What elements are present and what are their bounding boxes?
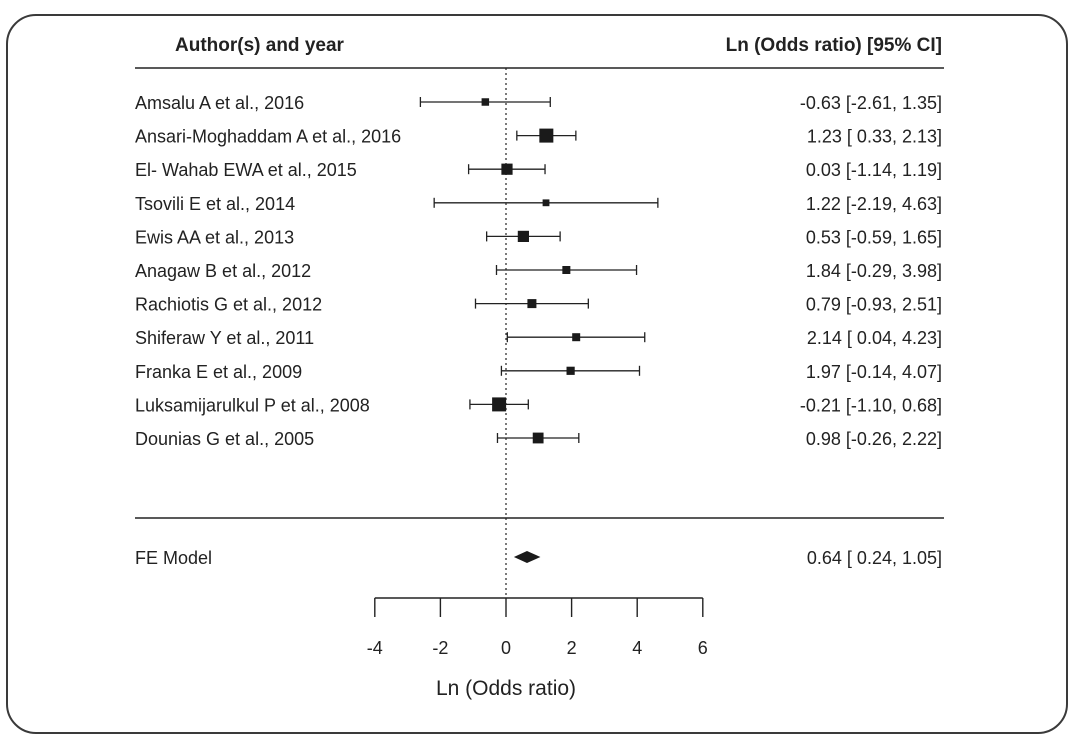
estimate-text: 0.98 [-0.26, 2.22] <box>806 429 942 449</box>
study-label: Anagaw B et al., 2012 <box>135 261 311 281</box>
x-tick-label: 0 <box>501 638 511 658</box>
summary-label: FE Model <box>135 548 212 568</box>
forest-plot: Author(s) and year Ln (Odds ratio) [95% … <box>135 35 944 700</box>
study-label: Ewis AA et al., 2013 <box>135 227 294 247</box>
estimate-text: 2.14 [ 0.04, 4.23] <box>807 328 942 348</box>
x-tick-label: 2 <box>567 638 577 658</box>
study-label: Ansari-Moghaddam A et al., 2016 <box>135 127 401 147</box>
point-estimate <box>527 299 537 309</box>
study-label: Rachiotis G et al., 2012 <box>135 295 322 315</box>
summary-diamond <box>513 551 541 563</box>
header-right: Ln (Odds ratio) [95% CI] <box>726 35 942 56</box>
study-label: Luksamijarulkul P et al., 2008 <box>135 395 370 415</box>
estimate-text: 1.22 [-2.19, 4.63] <box>806 194 942 214</box>
estimate-text: 0.79 [-0.93, 2.51] <box>806 295 942 315</box>
point-estimate <box>562 266 571 274</box>
x-tick-label: -2 <box>432 638 448 658</box>
study-label: Franka E et al., 2009 <box>135 362 302 382</box>
estimate-text: 0.53 [-0.59, 1.65] <box>806 227 942 247</box>
point-estimate <box>517 230 529 242</box>
estimate-text: 1.84 [-0.29, 3.98] <box>806 261 942 281</box>
point-estimate <box>481 98 490 106</box>
study-label: El- Wahab EWA et al., 2015 <box>135 160 357 180</box>
point-estimate <box>539 128 554 143</box>
x-tick-label: 6 <box>698 638 708 658</box>
point-estimate <box>532 432 544 444</box>
point-estimate <box>492 397 507 412</box>
point-estimate <box>542 199 550 207</box>
header-left: Author(s) and year <box>175 35 345 56</box>
x-tick-label: 4 <box>632 638 642 658</box>
point-estimate <box>501 163 513 175</box>
x-tick-label: -4 <box>367 638 383 658</box>
point-estimate <box>572 333 581 342</box>
study-label: Shiferaw Y et al., 2011 <box>135 328 314 348</box>
study-label: Dounias G et al., 2005 <box>135 429 314 449</box>
estimate-text: -0.63 [-2.61, 1.35] <box>800 93 942 113</box>
summary-estimate-text: 0.64 [ 0.24, 1.05] <box>807 548 942 568</box>
point-estimate <box>566 366 575 375</box>
x-axis-label: Ln (Odds ratio) <box>436 677 576 700</box>
study-label: Amsalu A et al., 2016 <box>135 93 304 113</box>
estimate-text: 1.23 [ 0.33, 2.13] <box>807 127 942 147</box>
study-label: Tsovili E et al., 2014 <box>135 194 295 214</box>
estimate-text: 1.97 [-0.14, 4.07] <box>806 362 942 382</box>
estimate-text: 0.03 [-1.14, 1.19] <box>806 160 942 180</box>
estimate-text: -0.21 [-1.10, 0.68] <box>800 395 942 415</box>
